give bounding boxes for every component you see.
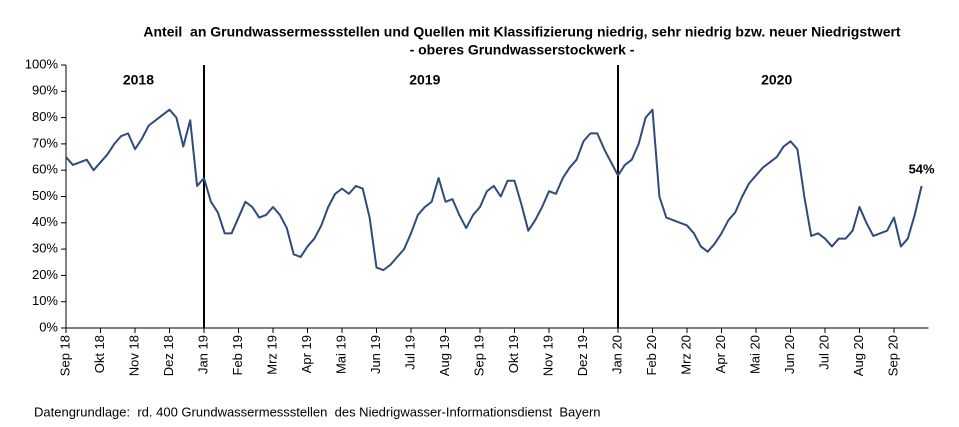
chart-title: Anteil an Grundwassermessstellen und Que… [143, 24, 901, 40]
x-tick-label: Aug 19 [437, 335, 452, 376]
y-tick-label: 20% [32, 267, 58, 282]
y-tick-label: 80% [32, 109, 58, 124]
year-label: 2019 [409, 71, 440, 87]
y-tick-label: 40% [32, 214, 58, 229]
x-tick-label: Sep 18 [57, 335, 72, 376]
year-label: 2018 [123, 71, 154, 87]
y-tick-label: 50% [32, 188, 58, 203]
x-tick-label: Jan 20 [609, 335, 624, 374]
footnote: Datengrundlage: rd. 400 Grundwassermesss… [34, 404, 601, 419]
x-tick-label: Okt 19 [506, 335, 521, 373]
y-tick-label: 90% [32, 83, 58, 98]
x-tick-label: Mai 19 [333, 335, 348, 374]
x-tick-label: Sep 19 [471, 335, 486, 376]
x-tick-label: Sep 20 [885, 335, 900, 376]
x-tick-label: Apr 19 [299, 335, 314, 373]
y-tick-label: 0% [39, 319, 58, 334]
x-tick-label: Feb 20 [644, 335, 659, 375]
x-tick-label: Mrz 19 [264, 335, 279, 375]
data-label: 54% [909, 161, 935, 176]
y-tick-label: 10% [32, 293, 58, 308]
x-tick-label: Aug 20 [851, 335, 866, 376]
x-tick-label: Jun 19 [368, 335, 383, 374]
chart-subtitle: - oberes Grundwasserstockwerk - [410, 42, 635, 58]
x-tick-label: Dez 19 [575, 335, 590, 376]
y-tick-label: 100% [25, 56, 59, 71]
x-tick-label: Okt 18 [92, 335, 107, 373]
x-tick-label: Jul 20 [816, 335, 831, 370]
x-tick-label: Feb 19 [230, 335, 245, 375]
x-tick-label: Jul 19 [402, 335, 417, 370]
y-tick-label: 60% [32, 162, 58, 177]
data-line [65, 108, 923, 272]
x-tick-label: Mai 20 [747, 335, 762, 374]
y-tick-label: 30% [32, 241, 58, 256]
x-tick-label: Jan 19 [195, 335, 210, 374]
x-tick-label: Nov 18 [126, 335, 141, 376]
y-tick-label: 70% [32, 135, 58, 150]
x-tick-label: Nov 19 [540, 335, 555, 376]
year-label: 2020 [761, 71, 792, 87]
x-tick-label: Jun 20 [782, 335, 797, 374]
x-tick-label: Apr 20 [713, 335, 728, 373]
x-tick-label: Mrz 20 [678, 335, 693, 375]
x-tick-label: Dez 18 [161, 335, 176, 376]
